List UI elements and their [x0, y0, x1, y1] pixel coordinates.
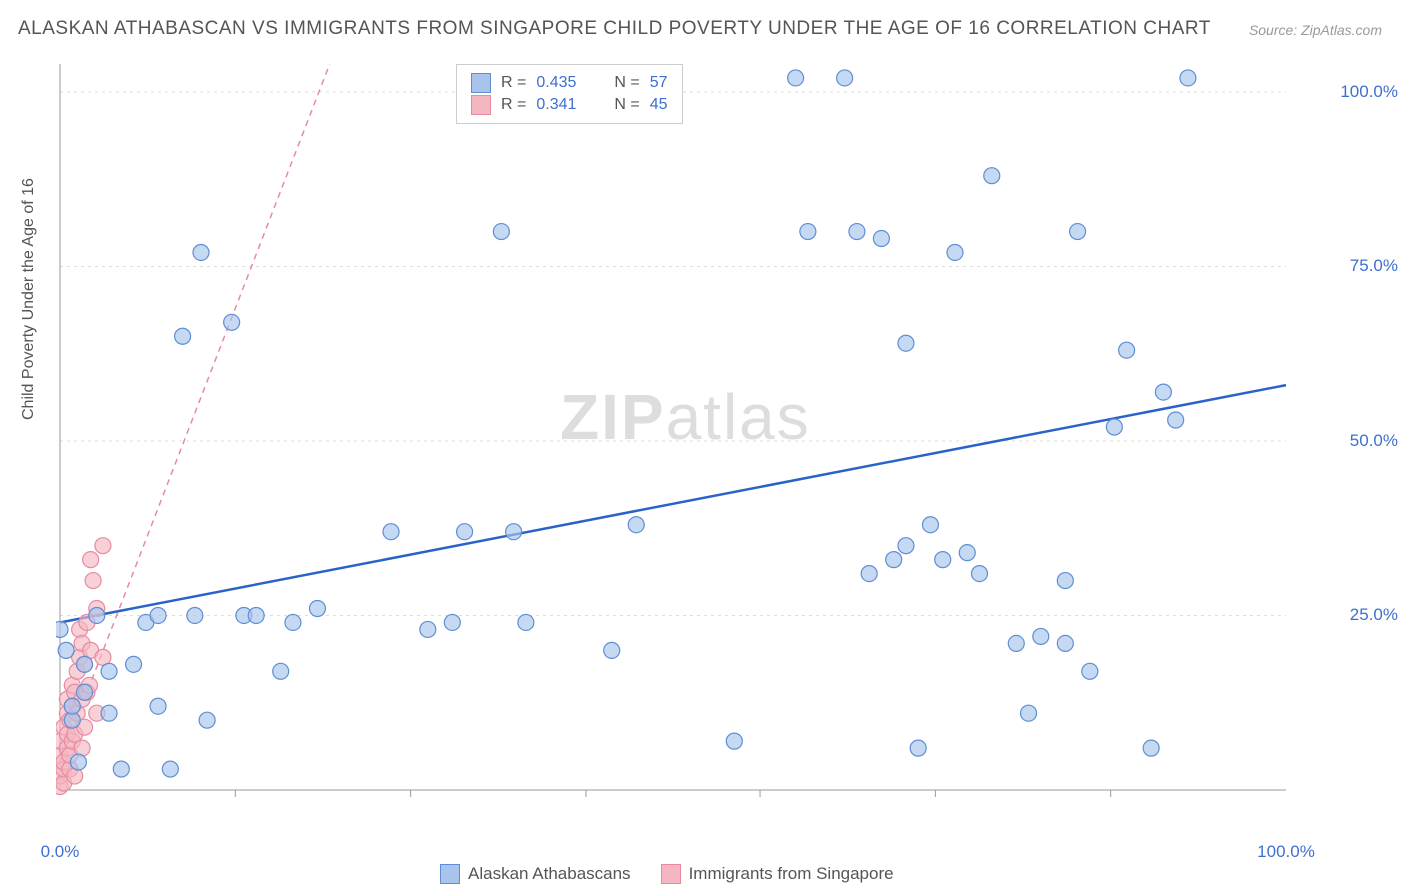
series1-name: Alaskan Athabascans: [468, 864, 631, 884]
chart-area: [56, 60, 1376, 830]
correlation-legend: R = 0.435 N = 57 R = 0.341 N = 45: [456, 64, 683, 124]
r-value-series1: 0.435: [536, 74, 576, 92]
n-value-series2: 45: [650, 96, 668, 114]
scatter-plot-svg: [56, 60, 1376, 830]
series-legend: Alaskan Athabascans Immigrants from Sing…: [440, 864, 894, 884]
r-label: R =: [501, 74, 526, 92]
series2-name: Immigrants from Singapore: [689, 864, 894, 884]
y-tick-label: 100.0%: [1340, 82, 1398, 102]
y-tick-label: 50.0%: [1350, 431, 1398, 451]
r-label: R =: [501, 96, 526, 114]
swatch-series2: [471, 95, 491, 115]
y-tick-label: 75.0%: [1350, 256, 1398, 276]
legend-row-series2: R = 0.341 N = 45: [471, 95, 668, 115]
n-label: N =: [614, 74, 639, 92]
x-tick-label: 0.0%: [41, 842, 80, 862]
n-label: N =: [614, 96, 639, 114]
swatch-series2-bottom: [661, 864, 681, 884]
legend-item-series1: Alaskan Athabascans: [440, 864, 631, 884]
legend-item-series2: Immigrants from Singapore: [661, 864, 894, 884]
y-tick-label: 25.0%: [1350, 605, 1398, 625]
legend-row-series1: R = 0.435 N = 57: [471, 73, 668, 93]
source-attribution: Source: ZipAtlas.com: [1249, 22, 1382, 38]
n-value-series1: 57: [650, 74, 668, 92]
chart-title: ALASKAN ATHABASCAN VS IMMIGRANTS FROM SI…: [18, 18, 1211, 40]
swatch-series1: [471, 73, 491, 93]
r-value-series2: 0.341: [536, 96, 576, 114]
x-tick-label: 100.0%: [1257, 842, 1315, 862]
y-axis-label: Child Poverty Under the Age of 16: [20, 178, 38, 420]
swatch-series1-bottom: [440, 864, 460, 884]
